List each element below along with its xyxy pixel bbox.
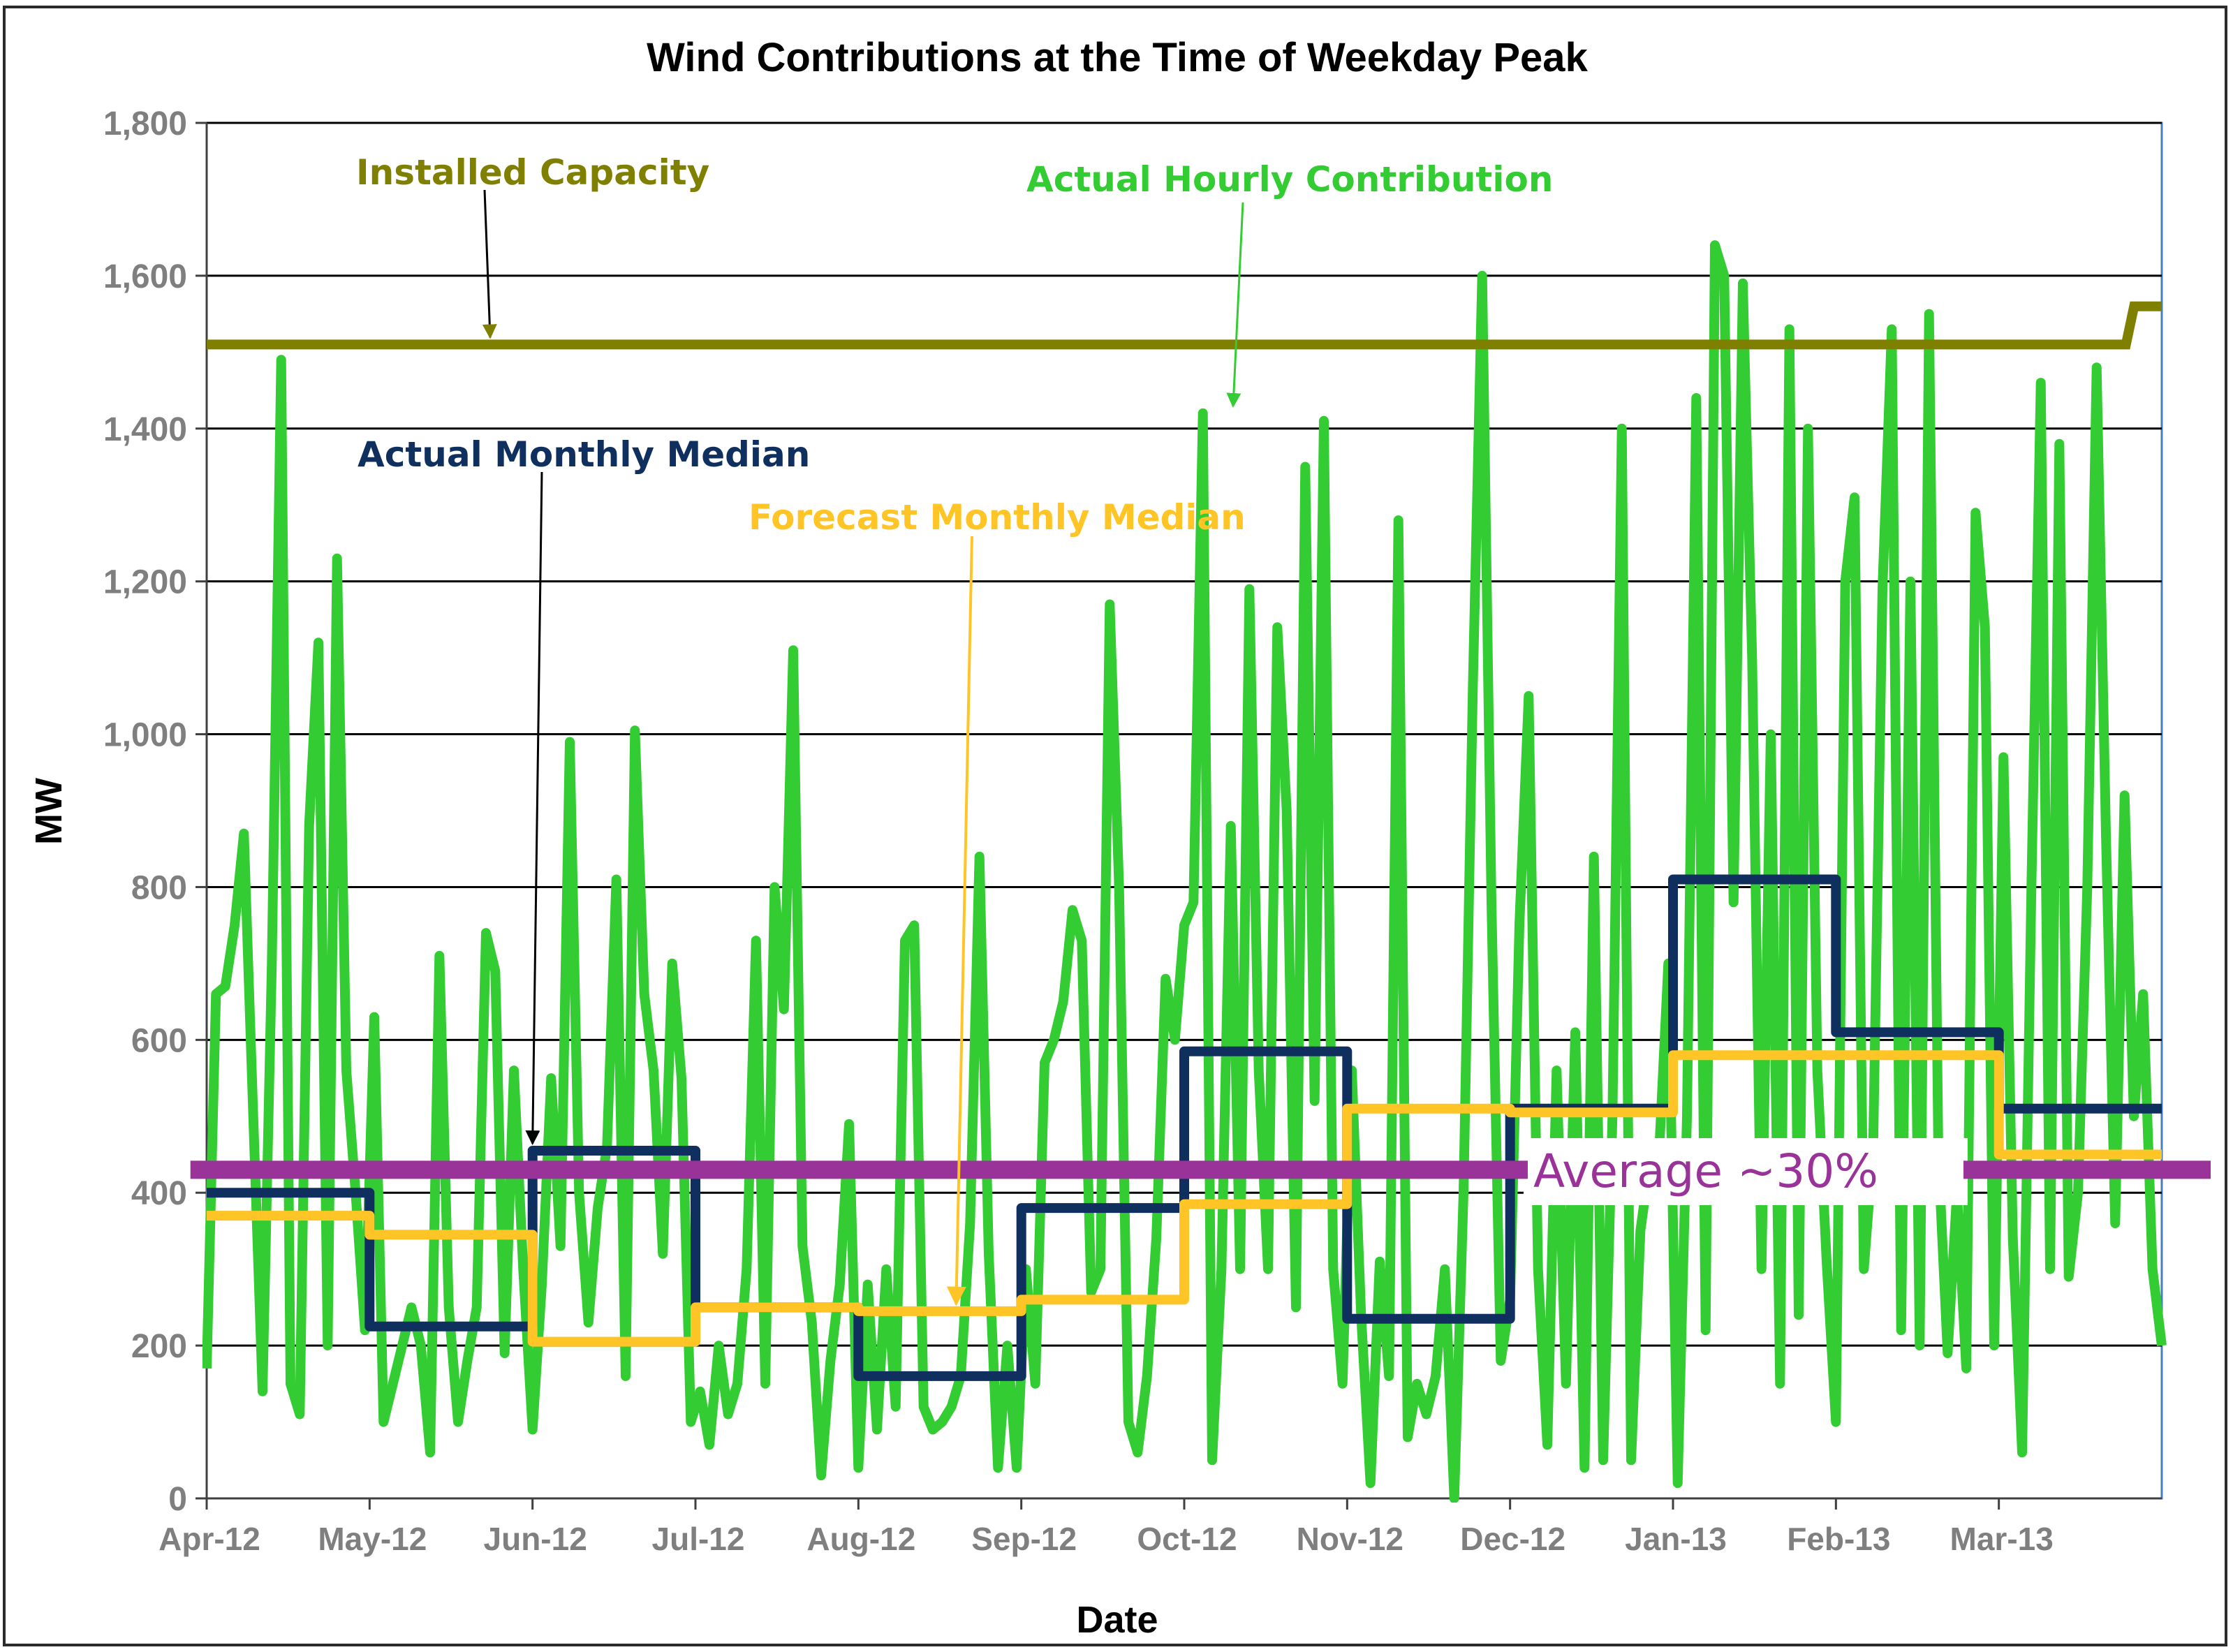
x-tick-label: Jun-12: [484, 1521, 587, 1557]
x-tick-label: Mar-13: [1950, 1521, 2054, 1557]
x-tick-label: Dec-12: [1460, 1521, 1565, 1557]
annotation-actual-hourly-contribution: Actual Hourly Contribution: [1026, 159, 1553, 200]
x-tick-label: Feb-13: [1787, 1521, 1890, 1557]
series-actual-hourly-contribution: [202, 240, 2167, 1503]
x-tick-label: Oct-12: [1137, 1521, 1237, 1557]
y-tick-label: 0: [168, 1481, 187, 1518]
y-tick-label: 400: [131, 1175, 187, 1212]
x-tick-label: Jan-13: [1625, 1521, 1727, 1557]
y-tick-label: 800: [131, 869, 187, 906]
arrow-actual-monthly-median: [525, 471, 543, 1146]
series-forecast-monthly-median: [207, 1050, 2162, 1347]
x-tick-label: May-12: [318, 1521, 427, 1557]
y-axis-title: MW: [28, 778, 70, 845]
chart-frame: [3, 6, 2227, 1646]
arrow-installed-capacity: [482, 189, 497, 339]
annotation-forecast-monthly-median: Forecast Monthly Median: [749, 497, 1246, 538]
y-tick-label: 600: [131, 1022, 187, 1059]
arrow-actual-hourly-contribution: [1226, 202, 1244, 408]
x-tick-label: Nov-12: [1297, 1521, 1403, 1557]
average-label-bg: [1528, 1142, 1963, 1204]
annotation-installed-capacity: Installed Capacity: [356, 152, 709, 193]
arrow-forecast-monthly-median: [946, 536, 973, 1306]
series-installed-capacity: [207, 301, 2162, 350]
y-tick-label: 1,000: [103, 717, 187, 754]
chart-title: Wind Contributions at the Time of Weekda…: [647, 35, 1588, 80]
y-tick-label: 1,800: [103, 105, 187, 142]
x-tick-label: Jul-12: [652, 1521, 745, 1557]
x-axis-title: Date: [1076, 1599, 1158, 1641]
y-axis-ticks: 0 200 400 600 800 1,000 1,200 1,400 1,600 1,800: [103, 105, 207, 1518]
y-tick-label: 1,400: [103, 411, 187, 448]
x-axis-ticks: Apr-12 May-12 Jun-12 Jul-12 Aug-12 Sep-12 Oct-…: [159, 1498, 2054, 1557]
y-tick-label: 1,600: [103, 258, 187, 295]
x-tick-label: Aug-12: [806, 1521, 915, 1557]
annotation-actual-monthly-median: Actual Monthly Median: [358, 434, 810, 475]
y-tick-label: 1,200: [103, 564, 187, 601]
x-tick-label: Sep-12: [971, 1521, 1077, 1557]
x-tick-label: Apr-12: [159, 1521, 260, 1557]
annotation-average: Average ~30%: [1533, 1144, 1878, 1198]
y-tick-label: 200: [131, 1328, 187, 1365]
series-actual-monthly-median: [207, 874, 2162, 1381]
